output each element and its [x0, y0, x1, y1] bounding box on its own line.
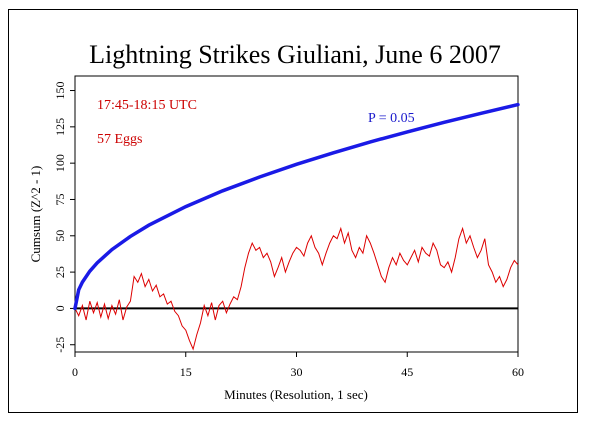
chart-frame [8, 9, 578, 413]
x-tick-label: 30 [291, 365, 303, 379]
x-tick-label: 60 [512, 365, 524, 379]
x-axis-label: Minutes (Resolution, 1 sec) [224, 387, 368, 402]
y-tick-label: 25 [53, 266, 67, 278]
x-tick-label: 0 [72, 365, 78, 379]
time-range-annotation: 17:45-18:15 UTC [97, 98, 197, 113]
plot-area-border [74, 75, 519, 353]
y-axis-label: Cumsum (Z^2 - 1) [28, 166, 43, 263]
x-tick-label: 15 [180, 365, 192, 379]
y-tick-label: 0 [53, 305, 67, 311]
y-tick-label: 50 [53, 230, 67, 242]
x-tick-label: 45 [401, 365, 413, 379]
chart-title: Lightning Strikes Giuliani, June 6 2007 [89, 40, 501, 69]
cumsum-series-line [74, 226, 519, 351]
y-tick-label: 125 [53, 118, 67, 136]
y-tick-label: 75 [53, 193, 67, 205]
y-tick-label: -25 [53, 337, 67, 353]
p-envelope-line [73, 102, 520, 311]
y-axis-ticks: -25 0 25 50 75 100 125 150 [53, 82, 75, 353]
y-tick-label: 150 [53, 82, 67, 100]
y-tick-label: 100 [53, 154, 67, 172]
probability-annotation: P = 0.05 [368, 111, 415, 126]
egg-count-annotation: 57 Eggs [97, 132, 143, 147]
x-axis-ticks: 0 15 30 45 60 [72, 352, 524, 379]
